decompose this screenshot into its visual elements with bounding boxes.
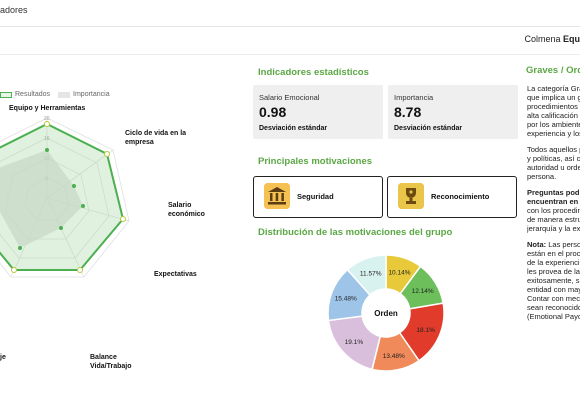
divider: [0, 54, 580, 55]
stat-sub: Desviación estándar: [259, 125, 328, 132]
text-line: La categoría Gra: [527, 84, 580, 93]
text-line: alta calificación: [527, 111, 578, 120]
importance-swatch[interactable]: [58, 91, 71, 98]
data-point[interactable]: [81, 204, 85, 208]
motivations-title: Principales motivaciones: [258, 156, 373, 167]
importance-legend-label[interactable]: Importancia: [73, 91, 110, 98]
distribution-title: Distribución de las motivaciones del gru…: [258, 227, 453, 238]
axis-label-balance: Balance Vida/Trabajo: [90, 354, 132, 370]
text-line: autoridad u orde: [527, 163, 580, 172]
app-title: adores: [0, 5, 28, 15]
text-line: les provea de la: [527, 267, 580, 276]
paragraph-3: Preguntas pod encuentran en con los proc…: [527, 188, 580, 233]
text-line: entidad con may: [527, 285, 580, 294]
text-line: sean reconocido: [527, 303, 580, 312]
stats-title: Indicadores estadísticos: [258, 67, 369, 78]
text-line: que implica un g: [527, 93, 580, 102]
stat-sub: Desviación estándar: [394, 125, 463, 132]
results-points: [11, 121, 126, 273]
paragraph-1: La categoría Gra que implica un g proced…: [527, 84, 580, 138]
motivation-card-reconocimiento[interactable]: Reconocimiento: [387, 176, 517, 218]
data-point[interactable]: [104, 151, 110, 157]
data-point[interactable]: [45, 148, 49, 152]
importance-points: [18, 148, 85, 250]
text-line: Contar con mec: [527, 294, 580, 303]
grid-ring: [0, 117, 130, 278]
right-column: Graves / Orde La categoría Gra que impli…: [522, 66, 580, 328]
slice-label: 18.1%: [416, 327, 435, 334]
axis-label-equipo: Equipo y Herramientas: [9, 105, 86, 112]
grid-ring: [0, 137, 110, 259]
axis-label-truncated: je: [0, 354, 6, 361]
axis-label-salario: Salario económico: [168, 202, 205, 218]
donut-hole: [363, 290, 409, 336]
stat-card-salario: Salario Emocional 0.98 Desviación estánd…: [253, 85, 383, 139]
slice-label: 10.14%: [388, 270, 410, 277]
slice-label: 12.14%: [412, 288, 434, 295]
text-line: procedimientos: [527, 102, 578, 111]
top-bar: adores: [0, 0, 580, 27]
radar-legend: Resultados Importancia: [0, 91, 110, 98]
team-name: Equ: [563, 34, 580, 44]
text-line: de manera estru: [527, 215, 580, 224]
results-area[interactable]: [0, 122, 125, 271]
importance-area[interactable]: [0, 150, 83, 248]
right-title: Graves / Orde: [526, 65, 580, 76]
radar-chart: 20 16 12 8: [0, 116, 130, 278]
donut-slice[interactable]: [346, 254, 387, 297]
text-line: de la experienci: [527, 258, 580, 267]
paragraph-2: Todos aquellos p y políticas, así c auto…: [527, 145, 580, 181]
donut-slices: [327, 254, 445, 372]
axis-label-ciclo: Ciclo de vida en la empresa: [125, 130, 187, 146]
text-line: persona.: [527, 172, 557, 181]
data-point[interactable]: [44, 121, 50, 127]
axis-label-expectativas: Expectativas: [154, 271, 197, 278]
user-prefix: Colmena: [524, 34, 563, 44]
user-team-label[interactable]: Colmena Equ: [524, 34, 580, 44]
text-line: encuentran en: [527, 197, 579, 206]
text-line: Preguntas pod: [527, 188, 580, 197]
text-line: jerarquía y la ex: [527, 224, 580, 233]
data-point[interactable]: [18, 246, 22, 250]
data-point[interactable]: [72, 184, 76, 188]
data-point[interactable]: [77, 267, 83, 273]
slice-label: 15.48%: [335, 295, 357, 302]
data-point[interactable]: [120, 216, 126, 222]
data-point[interactable]: [11, 267, 17, 273]
motivation-label: Reconocimiento: [431, 192, 490, 201]
tick-label: 16: [44, 136, 50, 142]
stat-card-importancia: Importancia 8.78 Desviación estándar: [388, 85, 518, 139]
stat-label: Salario Emocional: [259, 93, 320, 102]
text-line: por los ambiente: [527, 120, 580, 129]
note-label: Nota:: [527, 240, 547, 249]
results-swatch[interactable]: [0, 91, 12, 98]
results-legend-label[interactable]: Resultados: [15, 91, 51, 98]
stat-value: 0.98: [259, 104, 287, 120]
tick-label: 20: [44, 116, 50, 122]
text-line: (Emotional Payc: [527, 312, 580, 321]
paragraph-4: Nota: Las perso están en el proc de la e…: [527, 240, 580, 321]
text-line: y políticas, así c: [527, 154, 580, 163]
bank-icon: [264, 183, 290, 209]
text-line: exitosamente, s: [527, 276, 580, 285]
motivation-label: Seguridad: [297, 192, 334, 201]
donut-center-label: Orden: [374, 309, 398, 318]
motivation-card-seguridad[interactable]: Seguridad: [253, 176, 383, 218]
donut-slice-labels: 10.14% 12.14% 18.1% 13.48% 19.1% 15.48% 11.57%: [335, 270, 435, 360]
slice-label: 19.1%: [345, 339, 364, 346]
text-line: Todos aquellos p: [527, 145, 580, 154]
text-line: Las perso: [546, 240, 580, 249]
text-line: están en el proc: [527, 249, 580, 258]
trophy-icon: [398, 183, 424, 209]
text-line: con los procedim: [527, 206, 580, 215]
stat-value: 8.78: [394, 104, 422, 120]
donut-chart: Orden 10.14% 12.14% 18.1% 13.48% 19.1% 15.48%…: [327, 254, 445, 372]
stat-label: Importancia: [394, 93, 434, 102]
slice-label: 13.48%: [383, 353, 405, 360]
data-point[interactable]: [59, 226, 63, 230]
slice-label: 11.57%: [360, 270, 382, 277]
text-line: experiencia y los: [527, 129, 580, 138]
